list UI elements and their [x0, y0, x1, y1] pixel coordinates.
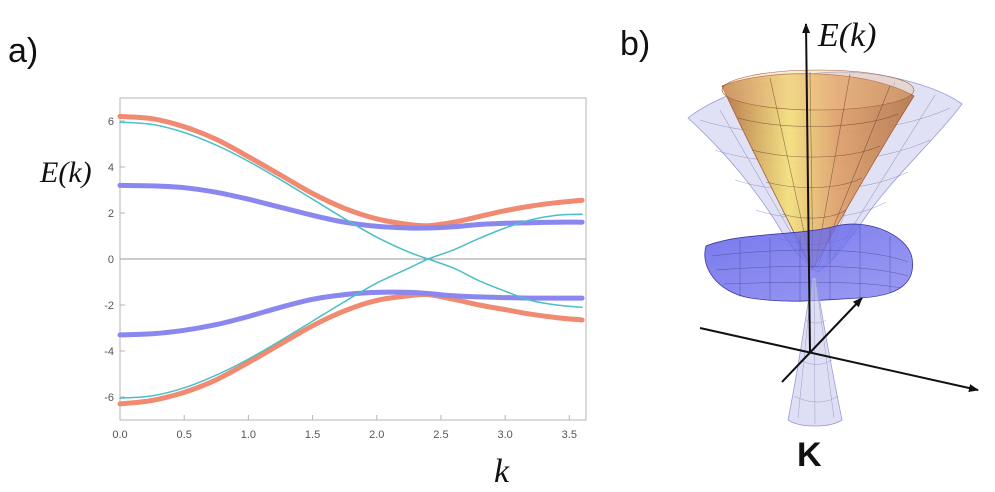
kx-axis — [699, 327, 979, 392]
dirac-point-label: K — [797, 436, 822, 474]
panel-b-label: b) — [620, 25, 650, 63]
x-tick-label: 2.5 — [433, 429, 448, 441]
left-y-axis-label: E(k) — [39, 156, 92, 189]
series-line-orange-lower — [117, 291, 585, 407]
x-tick-label: 3.5 — [562, 429, 577, 441]
series-line-cyan-upper-crossing — [119, 121, 583, 309]
series-line-cyan-lower-crossing — [119, 213, 583, 399]
left-x-axis-label: k — [494, 453, 510, 490]
y-tick-label: -2 — [104, 300, 114, 312]
x-tick-label: 1.0 — [241, 429, 256, 441]
right-energy-axis-label: E(k) — [817, 17, 877, 54]
panel-a-label: a) — [8, 32, 38, 70]
y-tick-label: 4 — [108, 162, 114, 174]
series-line-purple-lower — [117, 289, 585, 338]
axis-ticks: 0.0 0.5 1.0 1.5 2.0 2.5 3.0 3.5 -6 -4 -2 0 2 4 6 — [104, 116, 577, 441]
y-tick-label: -6 — [104, 392, 114, 404]
y-tick-label: -4 — [104, 346, 114, 358]
x-tick-label: 0.5 — [177, 429, 192, 441]
cone-rim — [721, 69, 915, 111]
x-tick-label: 0.0 — [112, 429, 127, 441]
curves — [117, 113, 585, 407]
saddle-mesh — [711, 226, 909, 302]
x-tick-label: 3.0 — [497, 429, 512, 441]
ky-axis — [781, 297, 863, 383]
series-line-orange-upper — [117, 113, 585, 229]
band-structure-3d: E(k) K — [687, 17, 979, 474]
energy-axis — [802, 23, 811, 353]
y-tick-label: 2 — [108, 208, 114, 220]
x-tick-label: 1.5 — [305, 429, 320, 441]
lower-cone — [787, 277, 843, 427]
x-tick-label: 2.0 — [369, 429, 384, 441]
series-line-purple-upper — [117, 182, 585, 231]
y-tick-label: 0 — [108, 254, 114, 266]
y-tick-label: 6 — [108, 116, 114, 128]
